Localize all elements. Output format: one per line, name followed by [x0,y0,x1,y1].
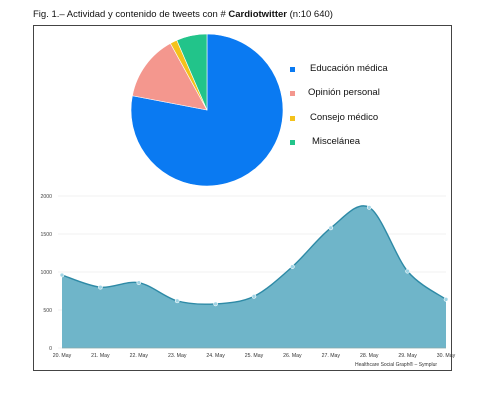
x-tick-label: 30. May [437,353,456,359]
legend-label: Miscelánea [312,136,361,147]
legend-swatch [290,140,295,145]
data-point [251,294,257,299]
legend-swatch [290,91,295,96]
area-fill [62,205,446,348]
data-point [405,268,410,274]
x-tick-label: 27. May [322,353,341,359]
x-tick-label: 23. May [168,353,187,359]
legend-label: Educación médica [310,63,388,74]
legend-label: Opinión personal [308,87,380,98]
pie-slice [176,33,208,111]
y-tick-label: 1500 [40,232,52,238]
pie-slice [131,42,208,111]
data-point [59,272,65,278]
y-tick-label: 0 [49,346,52,352]
x-tick-label: 21. May [91,353,110,359]
data-point [290,264,295,269]
x-tick-label: 25. May [245,353,264,359]
x-tick-label: 29. May [398,353,417,359]
x-tick-label: 28. May [360,353,379,359]
data-point [136,280,142,285]
data-point [174,298,180,304]
figure-title: Fig. 1.– Actividad y contenido de tweets… [33,9,333,20]
title-hashtag: Cardiotwitter [228,9,287,20]
chart-credit: Healthcare Social Graph® – Symplur [355,362,438,368]
y-tick-label: 500 [43,308,52,314]
data-point [328,225,334,231]
title-count: (n:10 640) [287,9,333,20]
pie-slice [130,33,284,187]
x-tick-label: 24. May [206,353,225,359]
y-tick-label: 2000 [40,194,52,200]
legend-swatch [290,67,295,72]
data-point [213,301,218,307]
y-tick-label: 1000 [40,270,52,276]
data-point [443,297,449,302]
x-tick-label: 22. May [130,353,149,359]
data-point [98,284,103,290]
title-prefix: Fig. 1.– Actividad y contenido de tweets… [33,9,229,20]
x-tick-label: 20. May [53,353,72,359]
x-tick-label: 26. May [283,353,302,359]
legend-swatch [290,116,295,121]
legend-label: Consejo médico [310,112,379,123]
data-point [366,205,372,210]
